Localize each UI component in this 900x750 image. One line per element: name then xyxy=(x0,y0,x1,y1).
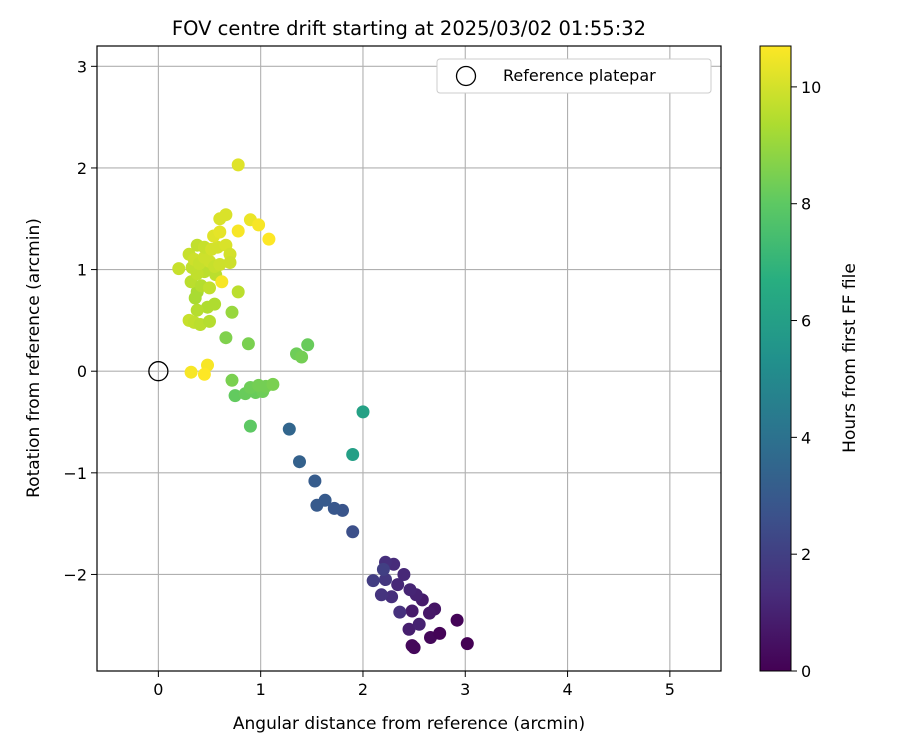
data-point xyxy=(391,578,405,592)
data-point xyxy=(203,314,216,328)
data-point xyxy=(203,281,216,295)
x-tick-label: 1 xyxy=(256,680,266,699)
data-point xyxy=(241,337,255,351)
grid-lines xyxy=(97,46,721,671)
data-point xyxy=(215,275,229,289)
data-point xyxy=(219,331,233,345)
data-point xyxy=(243,419,257,433)
data-point xyxy=(393,605,407,619)
data-point xyxy=(223,256,237,269)
data-point xyxy=(190,303,204,317)
plot-frame xyxy=(96,45,722,672)
data-point xyxy=(231,158,245,172)
colorbar-tick-label: 6 xyxy=(801,312,811,331)
data-point xyxy=(366,574,380,588)
data-point xyxy=(295,350,309,364)
reference-marker-group xyxy=(148,361,169,382)
reference-platepar-marker xyxy=(148,361,169,382)
data-point xyxy=(225,305,239,319)
colorbar-tick-label: 2 xyxy=(801,545,811,564)
x-tick-label: 0 xyxy=(153,680,163,699)
data-point xyxy=(423,606,436,620)
x-axis-ticks: 0 1 2 3 4 5 xyxy=(153,671,675,699)
data-point xyxy=(346,525,360,539)
y-tick-label: 0 xyxy=(77,362,87,381)
colorbar: 0 2 4 6 8 10 Hours from first FF file xyxy=(759,45,860,681)
chart-title: FOV centre drift starting at 2025/03/02 … xyxy=(172,17,646,40)
data-point xyxy=(385,590,399,604)
data-point xyxy=(293,455,306,469)
data-point xyxy=(379,573,392,586)
data-point xyxy=(433,626,447,640)
data-point xyxy=(403,583,417,597)
data-point xyxy=(397,568,411,581)
y-axis-ticks: −2 −1 0 1 2 3 xyxy=(63,57,97,584)
data-point xyxy=(252,218,266,232)
legend-marker xyxy=(455,65,477,87)
data-point xyxy=(310,498,324,512)
data-point xyxy=(327,501,341,515)
data-point xyxy=(213,225,227,239)
legend-label: Reference platepar xyxy=(503,66,656,85)
legend-box xyxy=(436,58,712,94)
data-point xyxy=(262,232,276,246)
colorbar-tick-label: 10 xyxy=(801,78,821,97)
data-point xyxy=(266,377,280,391)
data-point xyxy=(308,474,322,488)
y-tick-label: −2 xyxy=(63,565,87,584)
colorbar-tick-label: 0 xyxy=(801,662,811,681)
data-point xyxy=(208,297,222,311)
colorbar-tick-label: 8 xyxy=(801,195,811,214)
data-point xyxy=(228,389,242,403)
data-point xyxy=(405,604,419,618)
y-tick-label: 1 xyxy=(77,261,87,280)
data-point xyxy=(346,448,360,461)
data-point xyxy=(374,588,388,602)
colorbar-label: Hours from first FF file xyxy=(840,263,860,453)
data-point xyxy=(460,637,474,651)
data-point xyxy=(213,258,227,271)
data-point xyxy=(225,373,239,387)
y-tick-label: −1 xyxy=(63,464,87,483)
data-point xyxy=(356,405,370,419)
data-point xyxy=(172,262,186,276)
data-point xyxy=(231,285,245,299)
x-tick-label: 2 xyxy=(358,680,368,699)
x-tick-label: 5 xyxy=(665,680,675,699)
data-point xyxy=(219,208,233,222)
y-axis-label: Rotation from reference (arcmin) xyxy=(24,218,44,498)
data-point xyxy=(282,422,296,436)
y-tick-label: 2 xyxy=(77,159,87,178)
data-point xyxy=(412,617,426,631)
data-point xyxy=(450,613,464,627)
data-points xyxy=(172,158,474,655)
x-tick-label: 3 xyxy=(460,680,470,699)
data-point xyxy=(184,365,198,379)
data-point xyxy=(376,562,390,576)
x-tick-label: 4 xyxy=(562,680,572,699)
data-point xyxy=(231,224,245,238)
data-point xyxy=(301,338,315,352)
legend: Reference platepar xyxy=(436,58,712,94)
x-axis-label: Angular distance from reference (arcmin) xyxy=(233,714,585,734)
data-point xyxy=(407,641,421,655)
colorbar-gradient xyxy=(759,45,792,672)
colorbar-tick-label: 4 xyxy=(801,428,811,447)
data-point xyxy=(197,367,211,381)
y-tick-label: 3 xyxy=(77,57,87,76)
colorbar-ticks: 0 2 4 6 8 10 xyxy=(791,78,821,681)
data-point xyxy=(402,622,416,636)
